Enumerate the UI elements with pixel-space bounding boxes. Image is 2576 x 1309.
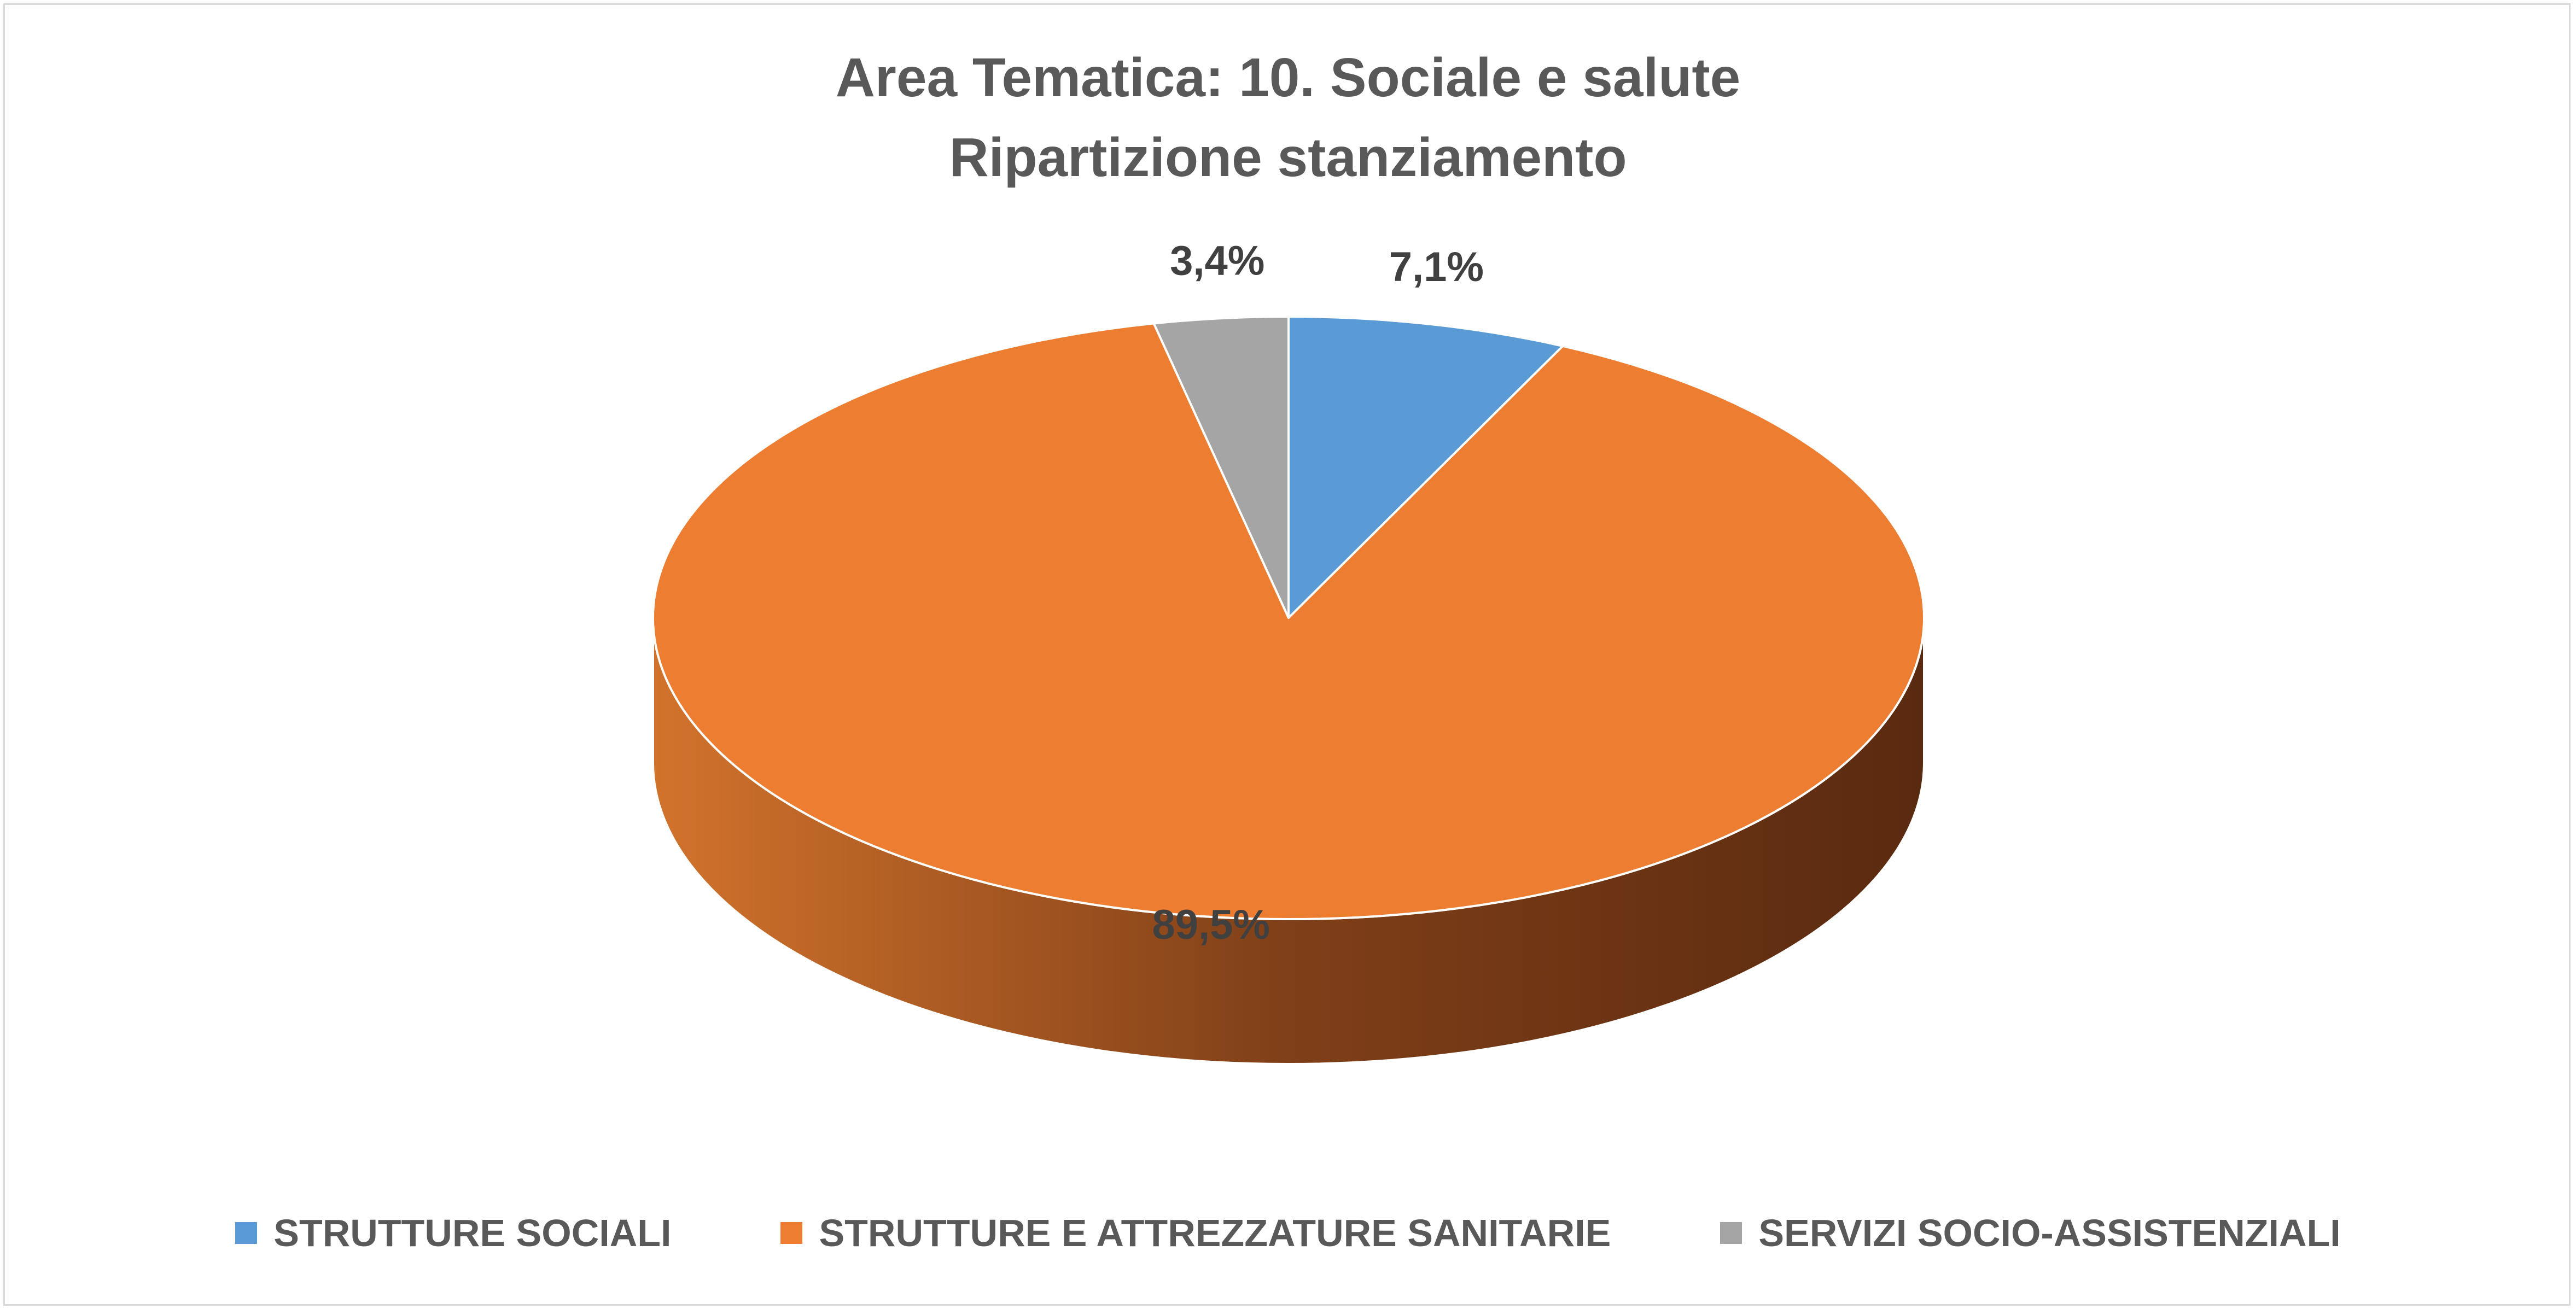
legend-swatch	[1720, 1222, 1742, 1244]
pie-slice-servizi-socio-assistenziali	[1152, 315, 1290, 619]
data-label-strutture-sanitarie: 89,5%	[1152, 902, 1270, 948]
legend-item-servizi-socio-assistenziali: SERVIZI SOCIO-ASSISTENZIALI	[1720, 1211, 2341, 1255]
data-label-strutture-sociali: 7,1%	[1389, 244, 1484, 290]
legend-label: STRUTTURE E ATTREZZATURE SANITARIE	[819, 1212, 1611, 1254]
legend-item-strutture-sanitarie: STRUTTURE E ATTREZZATURE SANITARIE	[780, 1211, 1611, 1255]
pie-slice-strutture-sanitarie	[652, 322, 1925, 920]
legend-label: SERVIZI SOCIO-ASSISTENZIALI	[1758, 1212, 2341, 1254]
data-label-servizi-socio-assistenziali: 3,4%	[1170, 237, 1264, 284]
legend-label: STRUTTURE SOCIALI	[273, 1212, 672, 1254]
chart-subtitle: Ripartizione stanziamento	[949, 127, 1627, 188]
legend: STRUTTURE SOCIALI STRUTTURE E ATTREZZATUR…	[0, 1208, 2576, 1258]
legend-swatch	[235, 1222, 258, 1244]
legend-swatch	[780, 1222, 803, 1244]
pie-slice-strutture-sociali	[1287, 315, 1564, 619]
chart-title: Area Tematica: 10. Sociale e salute	[835, 47, 1741, 108]
legend-item-strutture-sociali: STRUTTURE SOCIALI	[235, 1211, 671, 1255]
